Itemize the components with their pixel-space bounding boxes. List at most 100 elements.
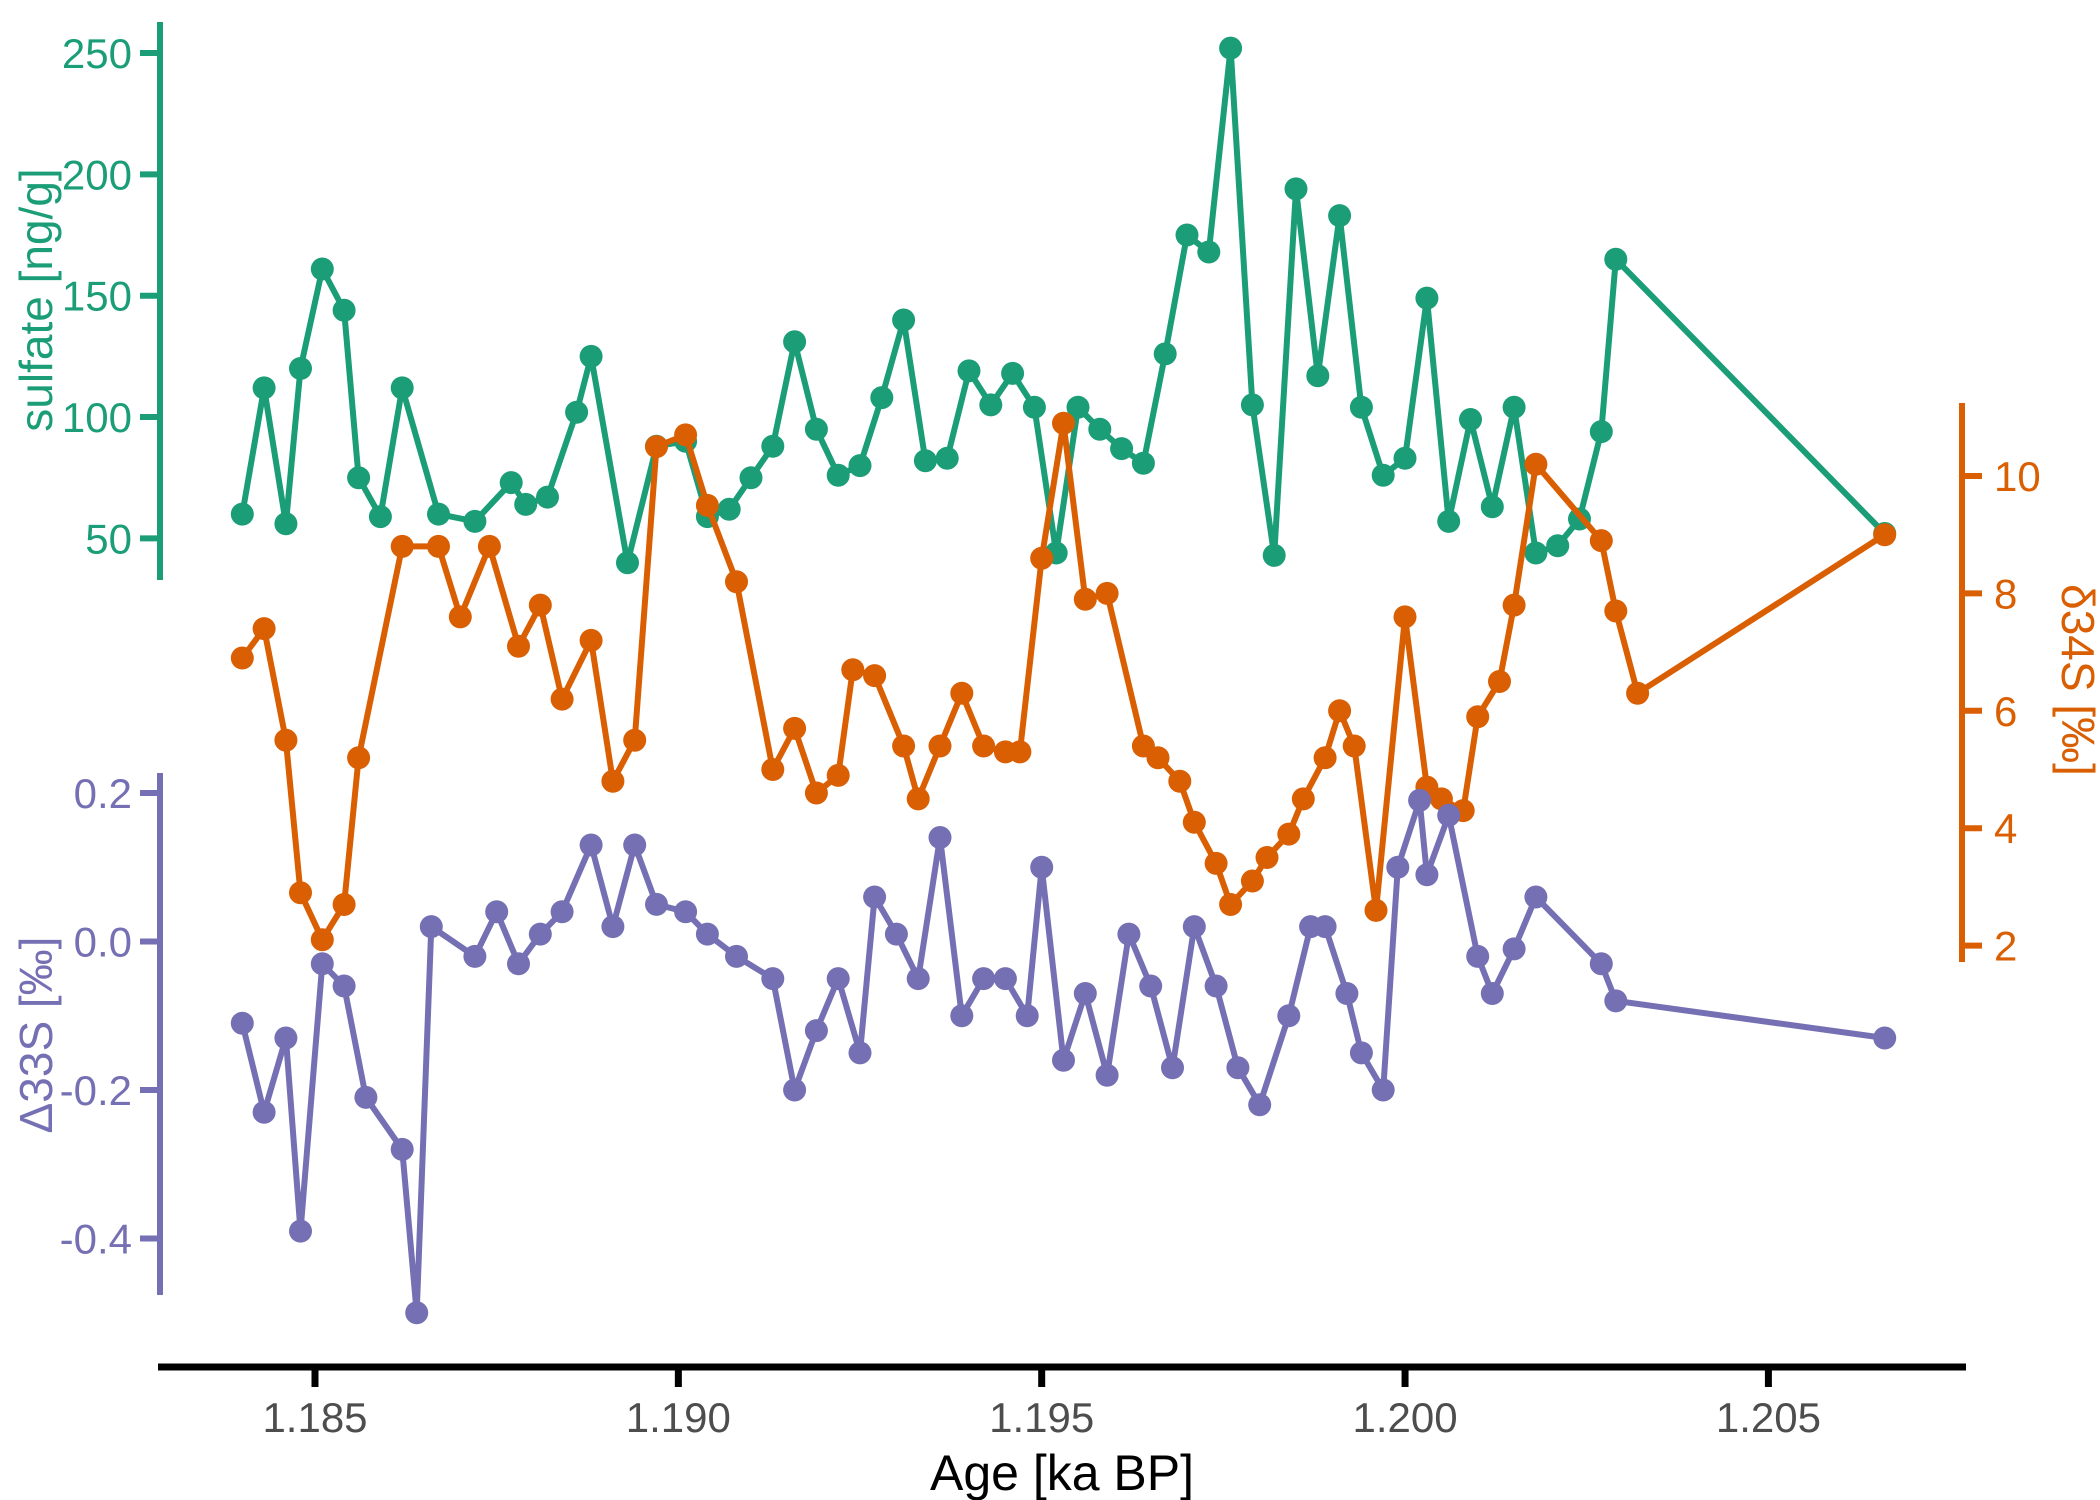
data-point-sulfate xyxy=(1604,247,1628,271)
data-point-sulfate xyxy=(1589,420,1613,444)
data-point-d34S xyxy=(507,634,530,658)
data-point-d33S xyxy=(230,1011,254,1035)
data-point-sulfate xyxy=(1240,393,1264,417)
data-point-d34S xyxy=(1255,846,1279,869)
data-point-d33S xyxy=(274,1026,298,1050)
data-point-sulfate xyxy=(1088,417,1112,441)
data-point-d34S xyxy=(623,728,647,752)
data-point-d34S xyxy=(230,646,254,670)
data-point-d33S xyxy=(1277,1004,1301,1028)
data-point-sulfate xyxy=(892,308,916,332)
data-point-sulfate xyxy=(252,376,276,400)
data-point-d33S xyxy=(485,900,509,924)
data-point-sulfate xyxy=(347,466,371,490)
data-point-sulfate xyxy=(274,512,298,536)
svg-text:100: 100 xyxy=(62,394,132,441)
series-line-sulfate xyxy=(239,45,1888,566)
data-point-d33S xyxy=(332,974,356,998)
data-point-d34S xyxy=(390,534,414,558)
data-point-sulfate xyxy=(1437,509,1461,533)
data-point-sulfate xyxy=(1328,204,1352,228)
data-point-d34S xyxy=(725,570,748,594)
data-point-d34S xyxy=(1313,746,1337,770)
data-point-d33S xyxy=(1480,982,1504,1005)
x-axis-title: Age [ka BP] xyxy=(930,1445,1194,1500)
svg-text:8: 8 xyxy=(1994,570,2017,617)
data-point-sulfate xyxy=(565,400,589,424)
data-point-sulfate xyxy=(979,393,1003,417)
data-point-d33S xyxy=(1015,1004,1039,1028)
data-point-sulfate xyxy=(514,492,538,516)
data-point-sulfate xyxy=(1502,395,1526,419)
data-point-d33S xyxy=(950,1004,974,1028)
data-point-d34S xyxy=(1052,411,1075,435)
data-point-sulfate xyxy=(935,446,959,470)
data-point-sulfate xyxy=(1349,395,1373,419)
data-point-d34S xyxy=(1168,769,1192,793)
data-point-sulfate xyxy=(1415,286,1439,310)
data-point-d34S xyxy=(1466,705,1490,729)
svg-text:1.185: 1.185 xyxy=(262,1394,367,1441)
data-point-d34S xyxy=(674,423,698,447)
svg-text:δ34S [‰]: δ34S [‰] xyxy=(2052,584,2100,776)
data-point-sulfate xyxy=(289,357,312,380)
data-point-d34S xyxy=(1073,587,1097,611)
data-point-sulfate xyxy=(427,502,450,526)
data-point-d33S xyxy=(972,967,996,991)
data-point-d34S xyxy=(1291,787,1315,811)
data-point-d33S xyxy=(1386,855,1410,879)
data-point-d33S xyxy=(1161,1056,1184,1080)
data-point-d34S xyxy=(1873,523,1897,547)
series-d34S xyxy=(230,411,1897,952)
data-point-d34S xyxy=(645,435,668,459)
data-point-d33S xyxy=(645,892,668,916)
data-point-d34S xyxy=(1008,740,1032,764)
data-point-sulfate xyxy=(390,376,414,400)
data-point-d33S xyxy=(906,967,930,991)
data-point-d33S xyxy=(1248,1093,1272,1117)
svg-text:50: 50 xyxy=(85,515,132,562)
data-point-d33S xyxy=(1182,915,1206,939)
data-point-sulfate xyxy=(1001,361,1025,385)
data-point-sulfate xyxy=(739,466,763,490)
data-point-d34S xyxy=(863,664,887,688)
data-point-d33S xyxy=(884,922,908,946)
data-point-d34S xyxy=(332,893,356,916)
data-point-d33S xyxy=(1204,974,1228,998)
data-point-d33S xyxy=(928,826,952,849)
svg-text:1.190: 1.190 xyxy=(626,1394,731,1441)
series-d33S xyxy=(230,788,1897,1325)
axis-d33s: 0.2 0.0 -0.2 -0.4 Δ33S [‰] xyxy=(10,770,163,1295)
data-point-d33S xyxy=(1589,952,1613,976)
svg-text:4: 4 xyxy=(1994,805,2017,852)
data-point-d33S xyxy=(1408,788,1432,812)
data-point-d33S xyxy=(579,833,603,857)
data-point-sulfate xyxy=(1306,364,1330,388)
data-point-sulfate xyxy=(1131,451,1155,475)
data-point-d34S xyxy=(1182,810,1206,834)
data-point-sulfate xyxy=(717,497,741,521)
svg-text:250: 250 xyxy=(62,30,132,77)
data-point-d33S xyxy=(1117,922,1141,946)
data-point-d33S xyxy=(1604,989,1628,1013)
data-point-d34S xyxy=(1502,593,1526,617)
data-point-d33S xyxy=(1030,855,1054,879)
data-point-sulfate xyxy=(463,509,487,533)
data-point-d34S xyxy=(928,734,952,758)
svg-text:1.195: 1.195 xyxy=(989,1394,1094,1441)
data-point-d34S xyxy=(950,681,974,705)
data-point-d34S xyxy=(1095,581,1119,605)
data-point-d33S xyxy=(1073,982,1097,1005)
data-point-d33S xyxy=(1873,1026,1897,1050)
data-point-sulfate xyxy=(310,257,334,281)
svg-text:2: 2 xyxy=(1994,923,2017,970)
data-point-sulfate xyxy=(1371,463,1395,487)
data-point-d33S xyxy=(463,944,487,968)
data-point-d34S xyxy=(310,928,334,952)
data-point-sulfate xyxy=(332,298,356,322)
data-point-sulfate xyxy=(870,386,894,410)
data-point-sulfate xyxy=(783,330,807,354)
data-point-d33S xyxy=(1371,1078,1395,1102)
data-point-sulfate xyxy=(804,417,828,441)
